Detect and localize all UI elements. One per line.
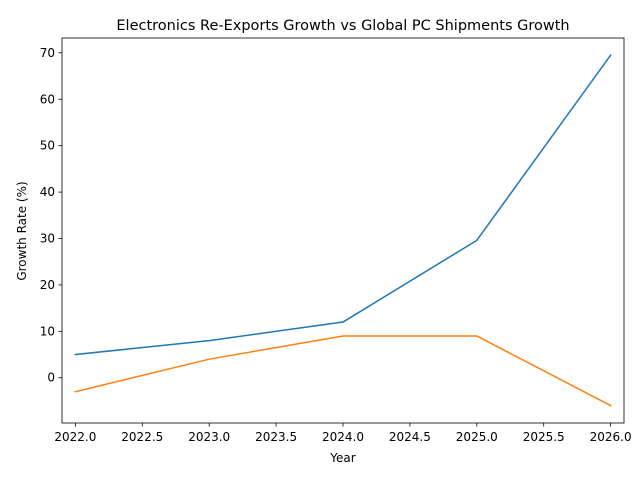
x-tick-label: 2022.5 xyxy=(121,430,163,444)
series-line-electronics-re-exports-growth xyxy=(74,54,612,356)
y-tick-label: 0 xyxy=(47,371,55,385)
x-axis-title: Year xyxy=(329,451,355,465)
chart-title: Electronics Re-Exports Growth vs Global … xyxy=(116,18,569,34)
x-tick-label: 2022.0 xyxy=(54,430,96,444)
x-tick-label: 2023.5 xyxy=(255,430,297,444)
y-tick-label: 10 xyxy=(40,324,55,338)
y-tick-label: 40 xyxy=(40,185,55,199)
y-tick-label: 20 xyxy=(40,278,55,292)
x-tick-label: 2026.0 xyxy=(590,430,632,444)
series-layer xyxy=(74,54,612,407)
x-tick-label: 2025.0 xyxy=(456,430,498,444)
x-tick-label: 2023.0 xyxy=(188,430,230,444)
y-tick-label: 70 xyxy=(40,46,55,60)
x-tick-label: 2025.5 xyxy=(523,430,565,444)
y-tick-label: 60 xyxy=(40,92,55,106)
y-axis: 0 10 20 30 40 50 60 70 xyxy=(40,46,62,385)
y-tick-label: 30 xyxy=(40,232,55,246)
x-tick-label: 2024.5 xyxy=(389,430,431,444)
series-line-global-pc-shipments-growth xyxy=(74,335,612,407)
y-tick-label: 50 xyxy=(40,139,55,153)
x-axis: 2022.0 2022.5 2023.0 2023.5 2024.0 2024.5 2025… xyxy=(54,423,632,444)
x-tick-label: 2024.0 xyxy=(322,430,364,444)
y-axis-title: Growth Rate (%) xyxy=(15,181,29,280)
